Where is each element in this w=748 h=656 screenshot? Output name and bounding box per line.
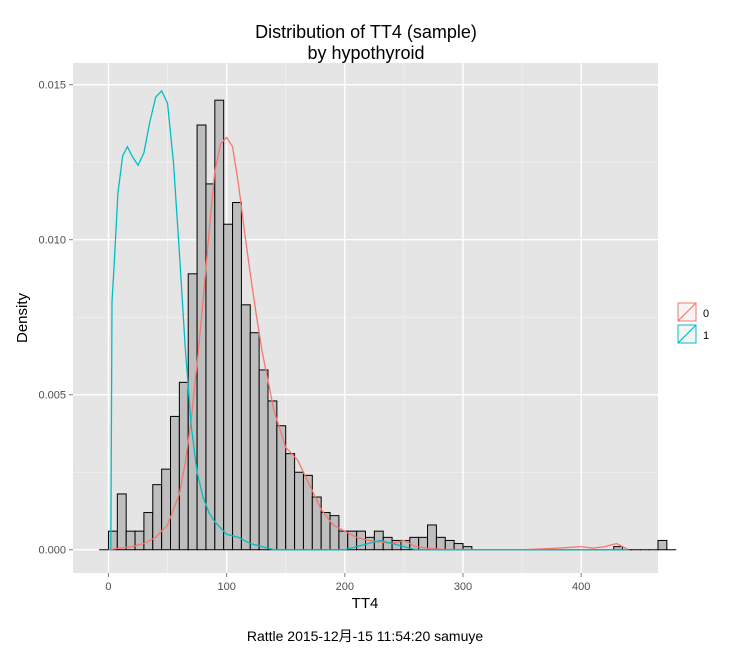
x-axis-title: TT4 bbox=[352, 595, 379, 612]
density-curves bbox=[108, 89, 629, 551]
legend-key-line-0 bbox=[677, 302, 697, 322]
histogram-bar bbox=[302, 474, 313, 551]
legend-key-line-1 bbox=[677, 324, 697, 344]
legend-label-1: 1 bbox=[703, 330, 709, 342]
histogram-bar bbox=[196, 124, 207, 551]
histogram-bar bbox=[427, 524, 437, 551]
grid-lines bbox=[73, 63, 658, 573]
legend: 01 bbox=[676, 301, 709, 345]
histogram-bar bbox=[258, 369, 269, 551]
histogram-bar bbox=[338, 530, 349, 551]
histogram-bar bbox=[444, 539, 455, 551]
histogram-bar bbox=[453, 543, 464, 551]
histogram-bar bbox=[320, 512, 331, 551]
histogram-bar bbox=[134, 530, 145, 551]
histogram-bar bbox=[152, 484, 163, 551]
histogram-bar bbox=[294, 471, 304, 551]
y-tick-label: 0.010 bbox=[38, 235, 66, 247]
histogram-bar bbox=[285, 453, 296, 551]
histogram-bars bbox=[99, 99, 677, 551]
y-tick-label: 0.000 bbox=[38, 545, 66, 557]
histogram-bar bbox=[232, 202, 242, 551]
histogram-bar bbox=[205, 183, 216, 551]
x-tick-label: 400 bbox=[572, 581, 590, 593]
histogram-bar bbox=[240, 304, 251, 551]
x-tick-label: 0 bbox=[105, 581, 111, 593]
x-tick-label: 100 bbox=[217, 581, 235, 593]
histogram-bar bbox=[657, 539, 668, 551]
histogram-bar bbox=[267, 400, 278, 551]
histogram-bar bbox=[170, 415, 180, 551]
histogram-bar bbox=[143, 512, 154, 551]
x-tick-label: 300 bbox=[454, 581, 472, 593]
chart-title: Distribution of TT4 (sample) bbox=[255, 22, 477, 42]
y-axis-title: Density bbox=[14, 292, 31, 343]
footer-caption: Rattle 2015-12月-15 11:54:20 samuye bbox=[247, 628, 484, 644]
histogram-bar bbox=[311, 496, 322, 551]
y-tick-label: 0.015 bbox=[38, 80, 66, 92]
legend-label-0: 0 bbox=[703, 308, 709, 320]
chart-subtitle: by hypothyroid bbox=[307, 43, 424, 63]
axes: 0 100 200 300 400 0.000 0.005 0.010 0.015 bbox=[38, 80, 590, 593]
histogram-bar bbox=[161, 468, 171, 551]
histogram-bar bbox=[223, 223, 234, 551]
x-tick-label: 200 bbox=[336, 581, 354, 593]
histogram-bar bbox=[249, 332, 260, 551]
histogram-bar bbox=[435, 536, 446, 551]
y-tick-label: 0.005 bbox=[38, 390, 66, 402]
histogram-bar bbox=[107, 530, 118, 551]
density-line-1 bbox=[110, 89, 629, 551]
histogram-bar bbox=[116, 493, 127, 551]
histogram-bar bbox=[178, 381, 189, 551]
histogram-bar bbox=[329, 515, 340, 551]
